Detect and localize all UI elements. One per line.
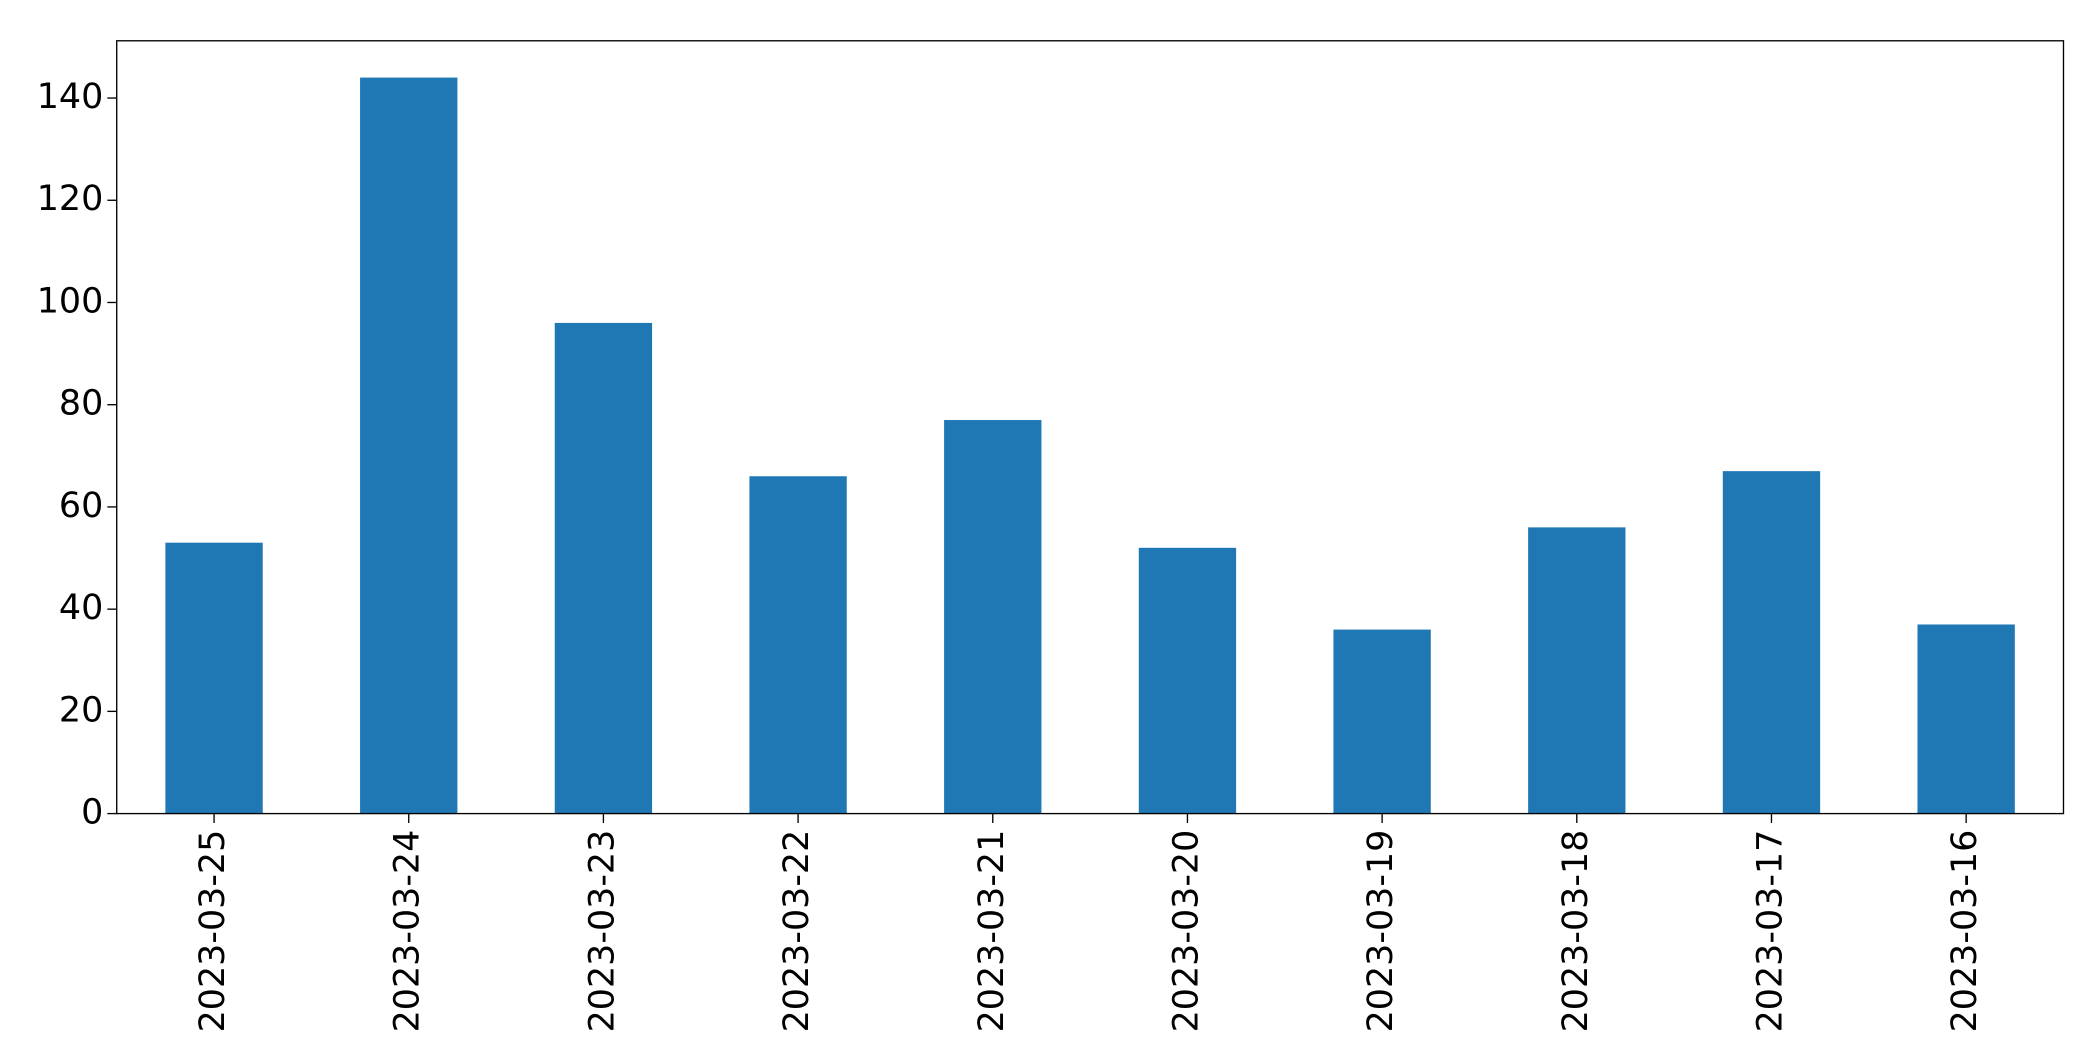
x-tick-label: 2023-03-18 xyxy=(1556,830,1596,1033)
bar xyxy=(360,77,458,814)
x-tick-label: 2023-03-20 xyxy=(1166,830,1206,1033)
bar xyxy=(1333,629,1431,814)
x-tick-label: 2023-03-19 xyxy=(1361,830,1401,1033)
bar xyxy=(1528,527,1626,814)
y-tick-label: 80 xyxy=(59,384,103,424)
y-tick-label: 0 xyxy=(81,793,103,833)
x-tick-label: 2023-03-22 xyxy=(777,830,817,1033)
bar xyxy=(944,420,1042,814)
y-tick-label: 40 xyxy=(59,588,103,628)
plot-frame xyxy=(116,40,2065,815)
bar xyxy=(554,322,653,814)
x-tick-label: 2023-03-16 xyxy=(1945,830,1985,1033)
y-tick-label: 120 xyxy=(37,179,104,219)
bar xyxy=(1138,547,1237,814)
bar xyxy=(165,542,263,814)
x-tick-label: 2023-03-17 xyxy=(1750,830,1790,1033)
x-tick-label: 2023-03-23 xyxy=(582,830,622,1033)
bar xyxy=(1917,624,2015,814)
x-tick-label: 2023-03-21 xyxy=(972,830,1012,1033)
bar xyxy=(749,476,847,814)
y-tick-label: 100 xyxy=(37,281,104,321)
bar xyxy=(1722,471,1821,814)
x-tick-label: 2023-03-25 xyxy=(193,830,233,1033)
y-tick-label: 140 xyxy=(37,77,104,117)
x-tick-label: 2023-03-24 xyxy=(388,830,428,1033)
y-tick-label: 20 xyxy=(59,690,103,730)
y-tick-label: 60 xyxy=(59,486,103,526)
